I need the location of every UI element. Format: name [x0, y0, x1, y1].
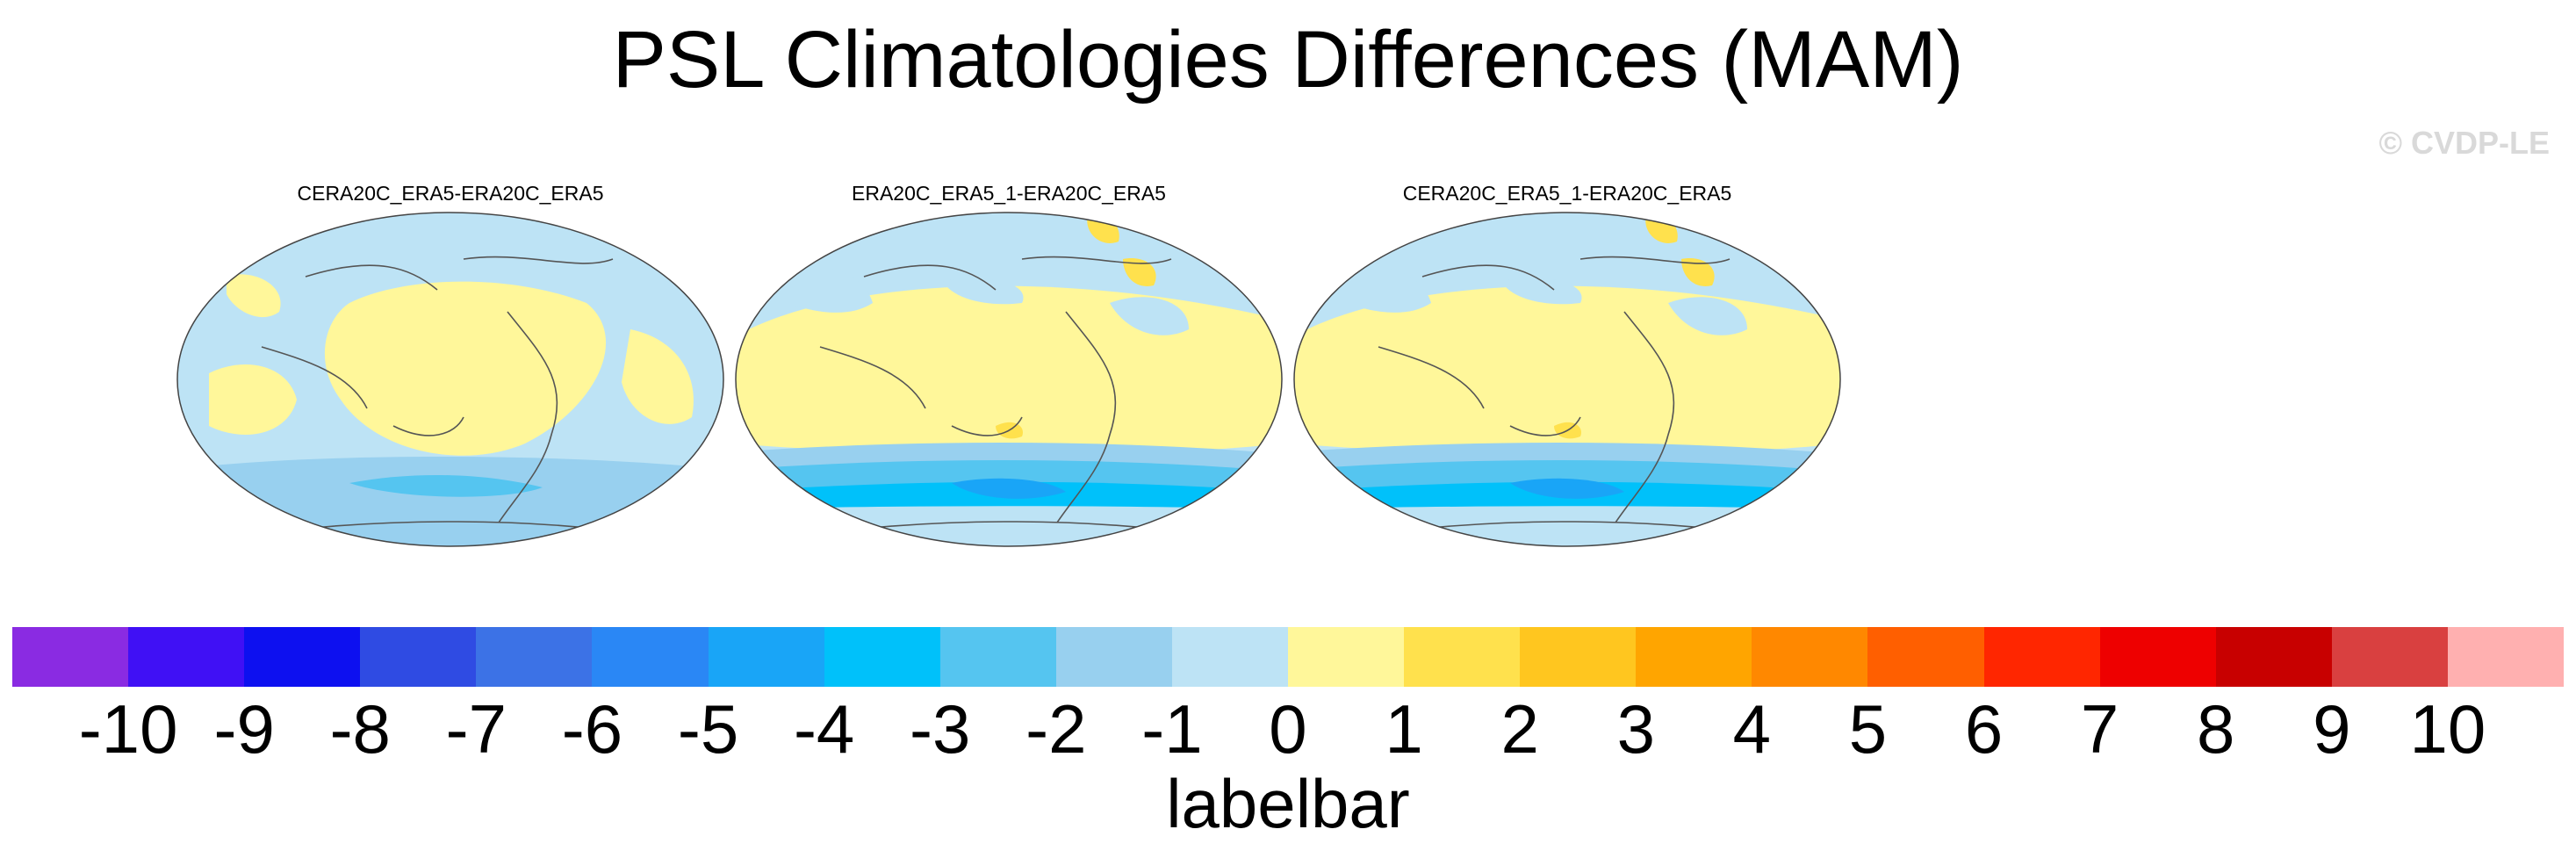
map-3: [1293, 212, 1841, 547]
colorbar-box: [824, 627, 941, 687]
colorbar-box: [1288, 627, 1405, 687]
watermark: © CVDP-LE: [2378, 125, 2550, 161]
panel-title-2: ERA20C_ERA5_1-ERA20C_ERA5: [852, 182, 1166, 205]
colorbar-tick-label: -9: [213, 690, 275, 768]
colorbar-box: [939, 627, 1057, 687]
colorbar-box: [592, 627, 709, 687]
colorbar-box: [1983, 627, 2101, 687]
colorbar-box: [2099, 627, 2217, 687]
colorbar-box: [2331, 627, 2449, 687]
colorbar-tick-label: 4: [1732, 690, 1772, 768]
colorbar-box: [1752, 627, 1868, 687]
colorbar-box: [708, 627, 825, 687]
colorbar-box: [1404, 627, 1521, 687]
panel-title-1: CERA20C_ERA5-ERA20C_ERA5: [297, 182, 604, 205]
colorbar-box: [1636, 627, 1752, 687]
colorbar-tick-label: -5: [677, 690, 739, 768]
colorbar: [12, 627, 2565, 687]
colorbar-tick-label: -8: [329, 690, 391, 768]
colorbar-tick-label: 0: [1269, 690, 1307, 768]
colorbar-tick-label: 7: [2080, 690, 2119, 768]
colorbar-tick-label: 10: [2409, 690, 2486, 768]
colorbar-box: [12, 627, 129, 687]
chart-title: PSL Climatologies Differences (MAM): [612, 15, 1964, 105]
colorbar-box: [1171, 627, 1289, 687]
colorbar-tick-label: 2: [1500, 690, 1539, 768]
colorbar-tick-label: -4: [793, 690, 855, 768]
colorbar-tick-label: 6: [1964, 690, 2004, 768]
colorbar-box: [1867, 627, 1985, 687]
colorbar-tick-label: 3: [1616, 690, 1655, 768]
colorbar-label: labelbar: [1166, 765, 1410, 842]
colorbar-tick-label: -7: [445, 690, 507, 768]
map-1: [176, 212, 724, 547]
colorbar-tick-label: -6: [561, 690, 623, 768]
colorbar-tick-label: -10: [78, 690, 178, 768]
colorbar-box: [2215, 627, 2333, 687]
map-panel-1: CERA20C_ERA5-ERA20C_ERA5: [174, 180, 727, 553]
colorbar-tick-label: -2: [1025, 690, 1087, 768]
colorbar-box: [2447, 627, 2565, 687]
colorbar-tick-label: 5: [1848, 690, 1888, 768]
panel-title-3: CERA20C_ERA5_1-ERA20C_ERA5: [1402, 182, 1732, 205]
colorbar-tick-label: 8: [2197, 690, 2235, 768]
colorbar-box: [244, 627, 361, 687]
colorbar-tick-label: -1: [1141, 690, 1203, 768]
map-2: [735, 212, 1283, 547]
map-panel-2: ERA20C_ERA5_1-ERA20C_ERA5: [732, 180, 1285, 553]
colorbar-tick-label: 1: [1385, 690, 1423, 768]
colorbar-box: [360, 627, 477, 687]
colorbar-box: [1520, 627, 1637, 687]
colorbar-box: [128, 627, 245, 687]
colorbar-tick-label: 9: [2313, 690, 2351, 768]
map-panel-3: CERA20C_ERA5_1-ERA20C_ERA5: [1291, 180, 1844, 553]
colorbar-tick-label: -3: [910, 690, 971, 768]
colorbar-box: [476, 627, 593, 687]
colorbar-box: [1055, 627, 1173, 687]
